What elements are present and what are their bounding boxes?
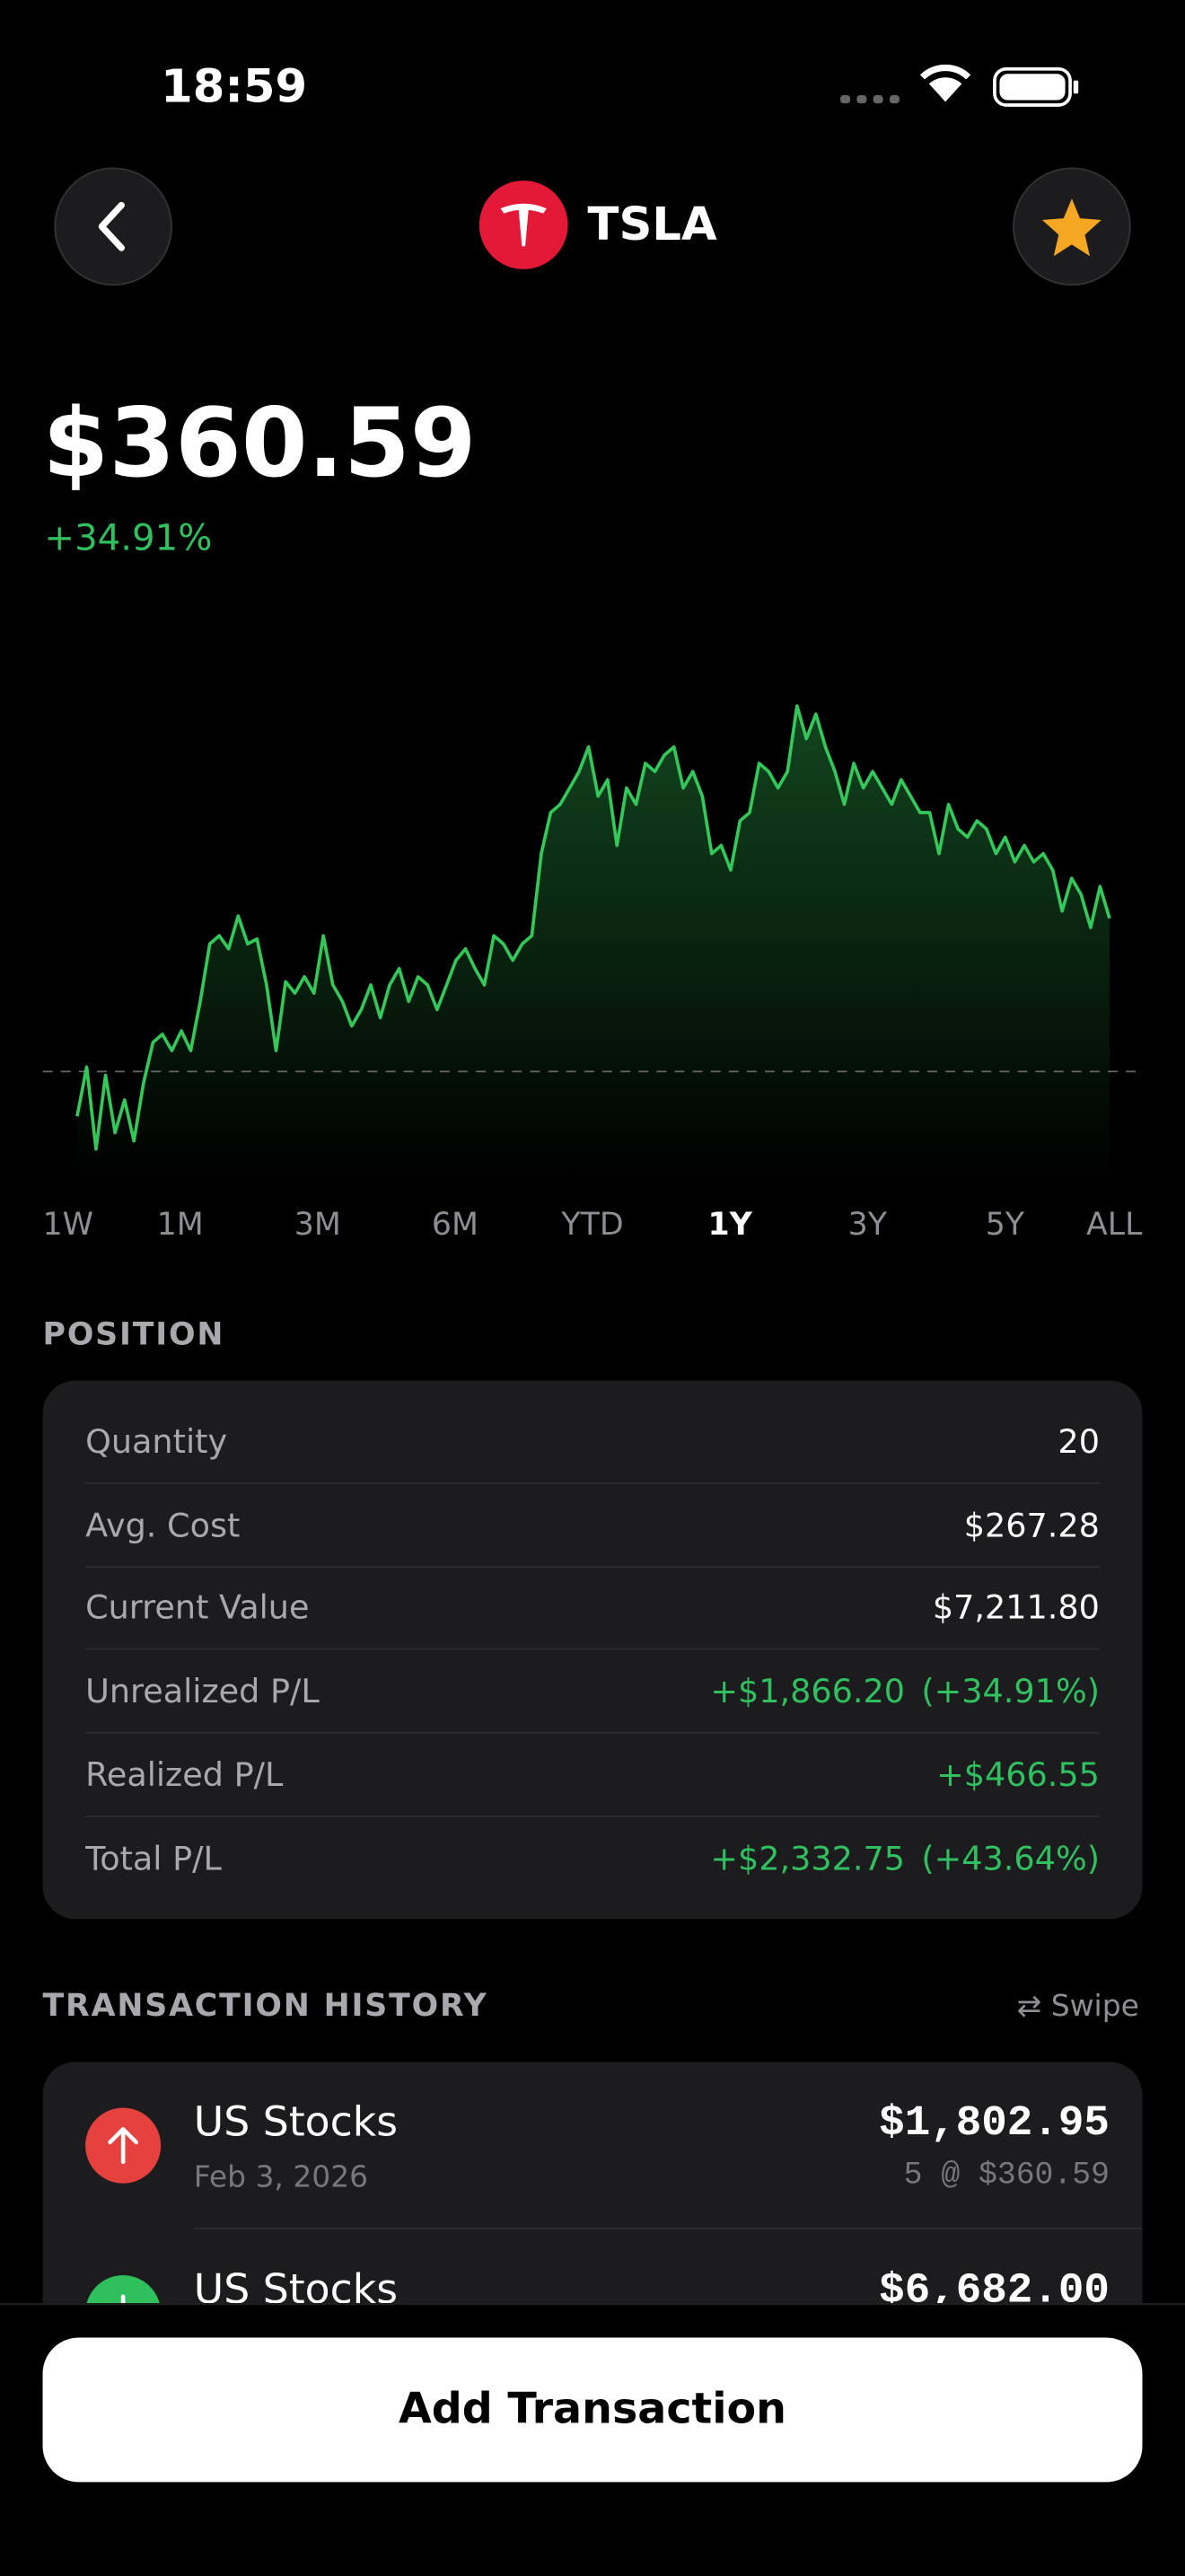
hint-text: Swipe: [1050, 1989, 1139, 2025]
transaction-row[interactable]: US Stocks $6,682.00: [43, 2229, 1143, 2304]
transaction-clip: US Stocks Feb 3, 2026 $1,802.95 5 @ $360.59…: [42, 2062, 1143, 2304]
status-icons: [840, 64, 1079, 107]
value: 20: [1058, 1421, 1100, 1462]
tesla-logo: [478, 180, 568, 269]
range-option[interactable]: 1M: [156, 1206, 204, 1244]
row-value: 20: [1058, 1421, 1100, 1461]
range-option[interactable]: 6M: [431, 1206, 478, 1244]
transaction-row[interactable]: US Stocks Feb 3, 2026 $1,802.95 5 @ $360.59: [43, 2062, 1143, 2229]
row-label: Quantity: [85, 1421, 228, 1462]
direction-icon: [85, 2275, 162, 2304]
position-card: Quantity 20 Avg. Cost $267.28 Current Value $…: [42, 1380, 1143, 1920]
direction-icon: [85, 2107, 162, 2184]
position-row: Quantity 20: [85, 1401, 1100, 1484]
separator: [193, 2228, 1143, 2229]
symbol: TSLA: [587, 197, 717, 251]
value-percent: (+34.91%): [921, 1671, 1100, 1711]
price-chart: [42, 704, 1143, 1182]
position-row: Unrealized P/L +$1,866.20 (+34.91%): [85, 1650, 1100, 1734]
value: +$2,332.75: [710, 1837, 906, 1877]
transaction-card: US Stocks Feb 3, 2026 $1,802.95 5 @ $360.59…: [42, 2062, 1143, 2304]
value: +$1,866.20: [710, 1671, 906, 1711]
row-label: Unrealized P/L: [85, 1671, 320, 1711]
row-label: Avg. Cost: [85, 1504, 241, 1544]
transaction-detail: 5 @ $360.59: [903, 2157, 1110, 2194]
section-title: POSITION: [42, 1316, 225, 1353]
price: $360.59: [42, 387, 477, 499]
range-option[interactable]: 1Y: [707, 1206, 752, 1244]
range-option[interactable]: ALL: [1086, 1206, 1143, 1244]
row-value: $267.28: [964, 1505, 1100, 1544]
row-value: $7,211.80: [933, 1588, 1100, 1628]
range-option[interactable]: 1W: [42, 1206, 93, 1244]
range-option[interactable]: 5Y: [985, 1206, 1025, 1244]
position-row: Realized P/L +$466.55: [85, 1733, 1100, 1817]
arrow: [108, 2127, 139, 2165]
favorite-button[interactable]: [1013, 167, 1131, 286]
transaction-amount: $1,802.95: [879, 2097, 1110, 2148]
price-area: [76, 706, 1110, 1182]
status-time: 18:59: [161, 58, 308, 114]
row-label: Realized P/L: [85, 1754, 284, 1794]
position-row: Total P/L +$2,332.75 (+43.64%): [85, 1816, 1100, 1898]
range-option[interactable]: 3M: [294, 1206, 341, 1244]
transaction-name: US Stocks: [193, 2097, 399, 2146]
bottom-bar: Add Transaction: [0, 2303, 1185, 2576]
range-option[interactable]: 3Y: [847, 1206, 887, 1244]
range-option[interactable]: YTD: [561, 1206, 624, 1244]
transaction-amount: $6,682.00: [879, 2265, 1110, 2304]
price-line: [75, 704, 1111, 1151]
swipe-hint: ⇄ Swipe: [1016, 1989, 1139, 2025]
range-selector: 1W 1M 3M 6M YTD 1Y 3Y 5Y ALL: [43, 1207, 1143, 1250]
section-title: TRANSACTION HISTORY: [42, 1988, 488, 2025]
position-row: Avg. Cost $267.28: [85, 1483, 1100, 1568]
back-button[interactable]: [54, 167, 172, 286]
arrow: [120, 2294, 126, 2304]
position-row: Current Value $7,211.80: [85, 1567, 1100, 1651]
transaction-date: Feb 3, 2026: [193, 2160, 369, 2195]
row-label: Total P/L: [85, 1837, 222, 1877]
row-value: +$2,332.75 (+43.64%): [710, 1838, 1100, 1877]
value: $267.28: [963, 1504, 1100, 1544]
row-label: Current Value: [85, 1587, 310, 1628]
row-value: +$466.55: [936, 1754, 1100, 1794]
value-percent: (+43.64%): [921, 1837, 1100, 1877]
value: $7,211.80: [932, 1587, 1100, 1628]
row-value: +$1,866.20 (+34.91%): [710, 1671, 1100, 1710]
transaction-name: US Stocks: [193, 2265, 399, 2304]
star-icon: [1041, 198, 1102, 257]
add-transaction-button[interactable]: Add Transaction: [42, 2337, 1143, 2483]
price-change: +34.91%: [44, 518, 213, 560]
back-icon: [98, 201, 125, 251]
value: +$466.55: [936, 1754, 1100, 1794]
